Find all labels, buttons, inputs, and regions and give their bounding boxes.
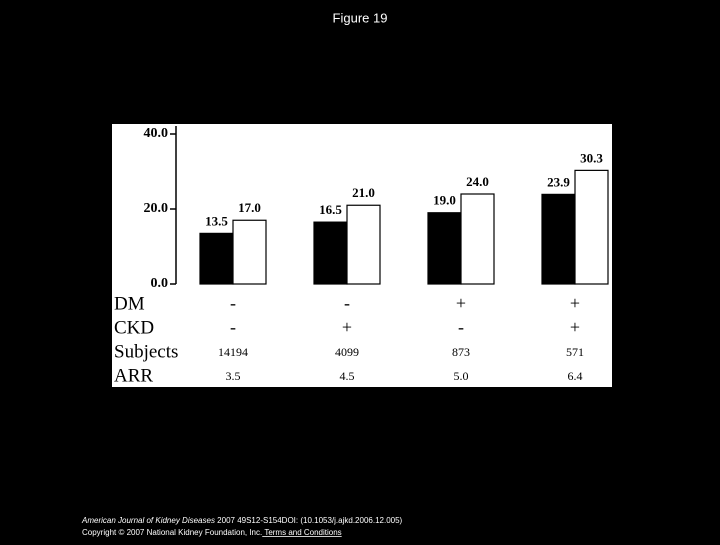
table-cell: + <box>342 317 352 337</box>
citation: American Journal of Kidney Diseases 2007… <box>81 516 403 525</box>
value-label: 17.0 <box>238 200 261 215</box>
citation-text: 2007 49S12-S154DOI: (10.1053/j.ajkd.2006… <box>215 516 403 525</box>
bar <box>346 204 381 285</box>
value-label: 30.3 <box>580 150 603 165</box>
row-label: ARR <box>114 365 153 386</box>
y-tick-label: 40.0 <box>144 126 169 141</box>
table-cell: - <box>230 317 236 337</box>
bar <box>313 221 348 285</box>
table-cell: - <box>458 317 464 337</box>
y-tick-label: 20.0 <box>144 201 169 216</box>
value-label: 16.5 <box>319 202 342 217</box>
journal: American Journal of Kidney Diseases <box>81 516 215 525</box>
copyright: Copyright © 2007 National Kidney Foundat… <box>82 528 342 537</box>
row-label: CKD <box>114 317 154 338</box>
bar <box>427 212 462 285</box>
table-cell: + <box>570 293 580 313</box>
table-cell: 6.4 <box>568 369 583 383</box>
table-cell: 4.5 <box>340 369 355 383</box>
bar <box>199 232 234 285</box>
table-cell: - <box>230 293 236 313</box>
bar <box>541 193 576 285</box>
row-label: Subjects <box>114 341 178 362</box>
table-cell: + <box>456 293 466 313</box>
table-cell: 873 <box>452 345 470 359</box>
table-cell: 5.0 <box>454 369 469 383</box>
bar <box>460 193 495 285</box>
terms-link[interactable]: Terms and Conditions <box>262 528 341 537</box>
value-label: 13.5 <box>205 213 228 228</box>
copyright-text: Copyright © 2007 National Kidney Foundat… <box>82 528 262 537</box>
row-label: DM <box>114 293 145 314</box>
table-cell: + <box>570 317 580 337</box>
table-cell: - <box>344 293 350 313</box>
table-cell: 571 <box>566 345 584 359</box>
bar <box>574 169 609 285</box>
value-label: 23.9 <box>547 174 570 189</box>
y-tick-label: 0.0 <box>151 276 169 291</box>
value-label: 24.0 <box>466 174 489 189</box>
table-cell: 3.5 <box>226 369 241 383</box>
value-label: 19.0 <box>433 193 456 208</box>
slide-title: Figure 19 <box>333 10 388 25</box>
table-cell: 14194 <box>218 345 248 359</box>
value-label: 21.0 <box>352 185 375 200</box>
table-cell: 4099 <box>335 345 359 359</box>
bar <box>232 219 267 285</box>
